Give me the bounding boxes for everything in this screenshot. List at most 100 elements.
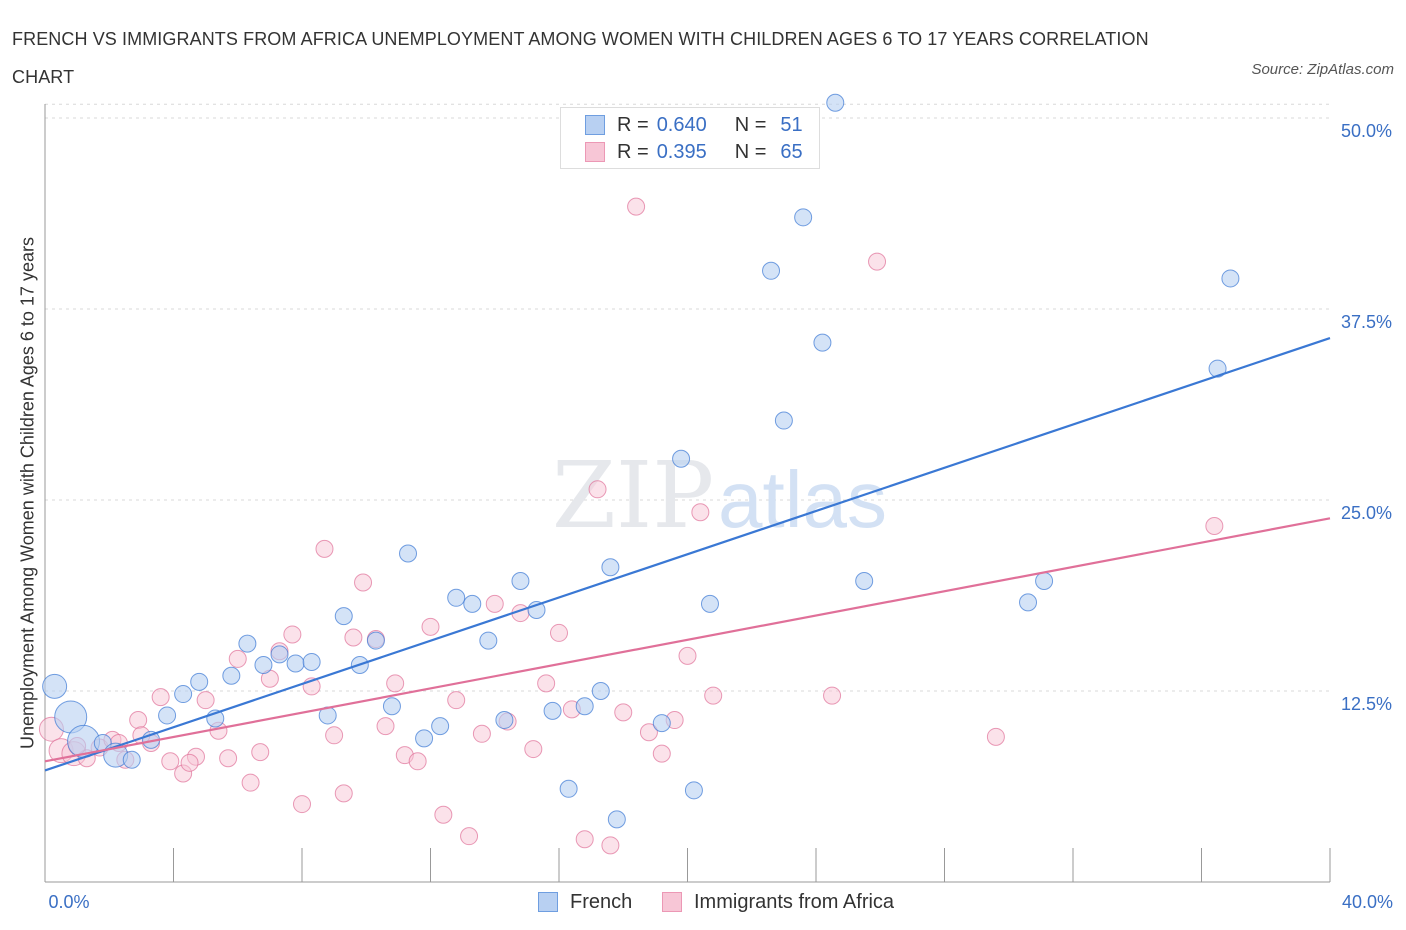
r-value: 0.640 (656, 113, 707, 136)
immigrants-point (251, 743, 270, 762)
french-point (286, 654, 305, 673)
french-point (42, 673, 68, 699)
immigrants-point (161, 752, 180, 771)
stats-row-immigrants: R = 0.395 N = 65 (585, 139, 803, 165)
immigrants-point (601, 836, 620, 855)
immigrants-point (334, 784, 353, 803)
immigrants-point (219, 749, 238, 768)
immigrants-point (315, 539, 334, 558)
x-tick-label: 0.0% (48, 892, 89, 912)
french-trend-line (44, 336, 1331, 772)
french-point (238, 634, 257, 653)
french-point (700, 594, 719, 613)
french-point (399, 544, 418, 563)
immigrants-point (325, 726, 344, 745)
french-point (1019, 593, 1038, 612)
french-point (122, 750, 141, 769)
immigrants-point (652, 744, 671, 763)
legend-label-french: French (570, 890, 633, 913)
immigrants-point (386, 674, 405, 693)
french-point (591, 682, 610, 700)
french-point (254, 656, 273, 675)
series-french-points (42, 93, 1240, 829)
immigrants-point (868, 252, 887, 271)
immigrants-point (151, 688, 170, 707)
immigrants-point (678, 646, 697, 665)
y-tick-label: 50.0% (1341, 121, 1392, 141)
svg-text:atlas: atlas (718, 455, 887, 544)
stats-row-french: R = 0.640 N = 51 (585, 112, 803, 138)
legend-item-immigrants: Immigrants from Africa (662, 889, 894, 915)
grid-lines (45, 103, 1330, 692)
french-point (1221, 269, 1240, 288)
n-value: 51 (780, 113, 803, 136)
axes (44, 104, 1331, 883)
immigrants-point (196, 691, 215, 710)
french-point (762, 261, 781, 280)
french-point (1208, 359, 1227, 378)
french-point (511, 571, 530, 590)
immigrants-point (408, 752, 427, 771)
french-point (479, 631, 498, 650)
y-axis-label: Unemployment Among Women with Children A… (17, 237, 38, 749)
french-point (1035, 571, 1054, 590)
series-immigrants-points (38, 197, 1224, 855)
immigrants-point (228, 649, 247, 668)
immigrants-point (524, 740, 543, 759)
y-tick-label: 12.5% (1341, 694, 1392, 714)
immigrants-point (460, 827, 479, 846)
french-point (601, 558, 620, 577)
french-point (684, 781, 703, 800)
immigrants-point (354, 573, 373, 592)
immigrants-point (344, 628, 363, 647)
immigrants-point (614, 703, 633, 722)
immigrants-point (421, 617, 440, 636)
french-point (174, 685, 193, 704)
french-point (543, 701, 562, 720)
french-point (222, 666, 241, 685)
r-label: R = (617, 113, 649, 136)
n-value: 65 (780, 140, 803, 163)
french-point (463, 594, 482, 613)
french-point (334, 607, 353, 626)
legend-label-immigrants: Immigrants from Africa (694, 890, 895, 913)
french-point (495, 711, 514, 730)
immigrants-swatch (585, 142, 605, 162)
chart-source: Source: ZipAtlas.com (1251, 61, 1394, 78)
french-point (415, 729, 434, 748)
immigrants-point (472, 724, 491, 743)
y-tick-label: 25.0% (1341, 503, 1392, 523)
french-legend-swatch (538, 892, 558, 912)
immigrants-point (823, 686, 842, 705)
tick-labels: 12.5% 25.0% 37.5% 50.0% 0.0% 40.0% (48, 121, 1393, 912)
french-point (366, 631, 385, 650)
immigrants-point (180, 753, 199, 772)
immigrants-point (1205, 516, 1224, 535)
french-point (270, 645, 289, 664)
immigrants-legend-swatch (662, 892, 682, 912)
watermark: ZIP atlas (552, 442, 887, 549)
french-swatch (585, 115, 605, 135)
french-point (607, 810, 626, 829)
french-point (190, 672, 209, 691)
immigrants-point (704, 686, 723, 705)
french-point (672, 449, 691, 468)
immigrants-point (691, 503, 710, 522)
trend-lines (44, 336, 1331, 772)
french-point (158, 706, 177, 725)
french-point (652, 714, 671, 733)
french-point (559, 779, 578, 798)
immigrants-point (639, 723, 658, 742)
immigrants-point (575, 830, 594, 849)
chart-title: FRENCH VS IMMIGRANTS FROM AFRICA UNEMPLO… (12, 29, 1149, 87)
french-point (431, 717, 450, 736)
french-point (302, 652, 321, 671)
french-point (855, 571, 874, 590)
r-value: 0.395 (656, 140, 707, 163)
immigrants-point (283, 625, 302, 644)
n-label: N = (734, 113, 767, 136)
immigrants-point (376, 717, 395, 736)
french-point (794, 208, 813, 227)
stats-legend: R = 0.640 N = 51 R = 0.395 N = 65 (560, 107, 820, 169)
